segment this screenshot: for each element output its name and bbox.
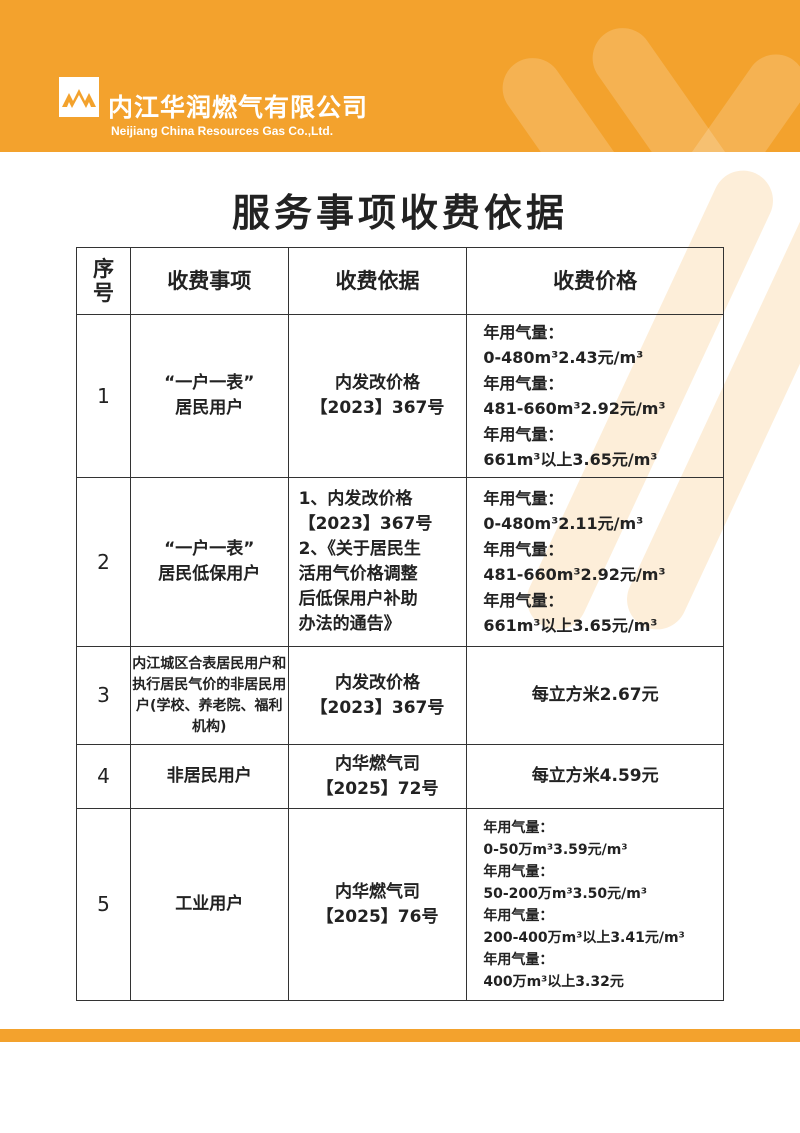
table-row: 5 工业用户 内华燃气司 【2025】76号 年用气量： 0-50万m³3.59… [76, 808, 724, 1001]
fee-basis: 内华燃气司 【2025】72号 [287, 744, 468, 809]
fee-basis: 内发改价格 【2023】367号 [287, 314, 468, 478]
table-row: 2 “一户一表” 居民低保用户 1、内发改价格 【2023】367号 2、《关于… [76, 477, 724, 647]
table-header-row: 序号 收费事项 收费依据 收费价格 [76, 247, 724, 315]
header-basis: 收费依据 [287, 247, 468, 315]
fee-price: 年用气量： 0-50万m³3.59元/m³ 年用气量： 50-200万m³3.5… [466, 808, 724, 1001]
row-number: 1 [76, 314, 131, 478]
fee-item: “一户一表” 居民用户 [129, 314, 289, 478]
company-name-en: Neijiang China Resources Gas Co.,Ltd. [111, 124, 334, 138]
header-banner: 内江华润燃气有限公司 Neijiang China Resources Gas … [0, 0, 800, 152]
footer-stripe [0, 1029, 800, 1042]
fee-price: 每立方米2.67元 [466, 646, 724, 745]
row-number: 2 [76, 477, 131, 647]
fee-item: 工业用户 [129, 808, 289, 1001]
fee-item: “一户一表” 居民低保用户 [129, 477, 289, 647]
table-row: 1 “一户一表” 居民用户 内发改价格 【2023】367号 年用气量： 0-4… [76, 314, 724, 478]
fee-basis: 1、内发改价格 【2023】367号 2、《关于居民生 活用气价格调整 后低保用… [287, 477, 468, 647]
table-row: 4 非居民用户 内华燃气司 【2025】72号 每立方米4.59元 [76, 744, 724, 809]
company-name-cn: 内江华润燃气有限公司 [108, 93, 369, 122]
fee-item: 内江城区合表居民用户和执行居民气价的非居民用户(学校、养老院、福利机构) [129, 646, 289, 745]
fee-price: 年用气量： 0-480m³2.11元/m³ 年用气量： 481-660m³2.9… [466, 477, 724, 647]
fee-price: 年用气量： 0-480m³2.43元/m³ 年用气量： 481-660m³2.9… [466, 314, 724, 478]
header-price: 收费价格 [466, 247, 724, 315]
fee-table: 序号 收费事项 收费依据 收费价格 1 “一户一表” 居民用户 内发改价格 【2… [76, 247, 724, 1001]
row-number: 3 [76, 646, 131, 745]
fee-basis: 内发改价格 【2023】367号 [287, 646, 468, 745]
header-item: 收费事项 [129, 247, 289, 315]
fee-basis: 内华燃气司 【2025】76号 [287, 808, 468, 1001]
row-number: 5 [76, 808, 131, 1001]
fee-price: 每立方米4.59元 [466, 744, 724, 809]
page-title: 服务事项收费依据 [231, 191, 568, 235]
table-row: 3 内江城区合表居民用户和执行居民气价的非居民用户(学校、养老院、福利机构) 内… [76, 646, 724, 745]
company-logo [59, 77, 99, 117]
fee-item: 非居民用户 [129, 744, 289, 809]
row-number: 4 [76, 744, 131, 809]
header-seq: 序号 [76, 247, 131, 315]
